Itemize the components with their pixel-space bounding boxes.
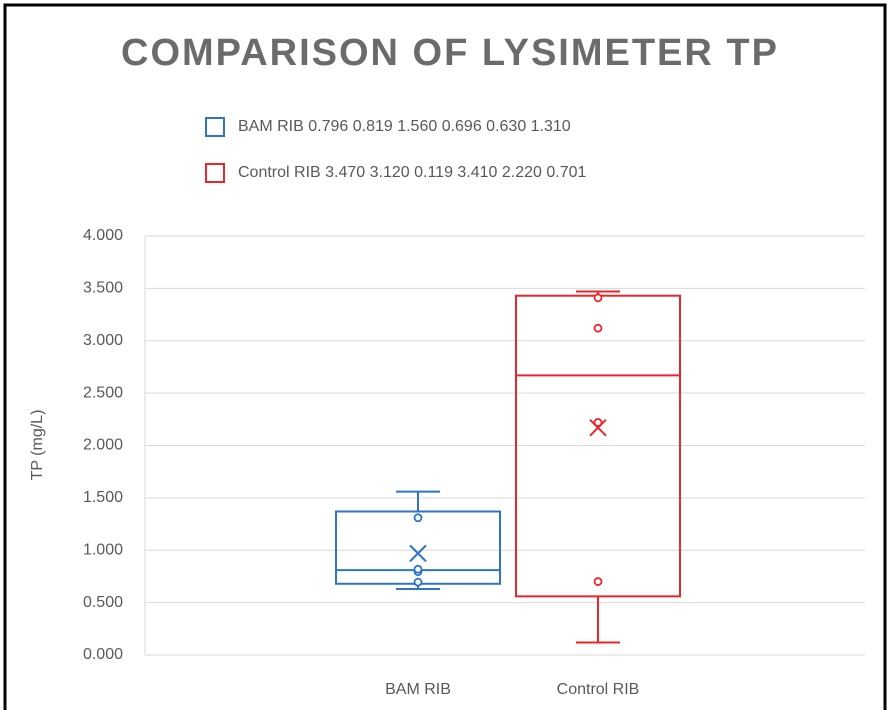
data-point <box>413 564 423 574</box>
data-point <box>593 577 603 586</box>
y-tick-label: 3.000 <box>83 332 123 349</box>
y-tick-label: 2.500 <box>83 384 123 401</box>
data-point <box>413 513 423 523</box>
y-tick-label: 1.500 <box>83 489 123 506</box>
data-point <box>413 577 423 587</box>
legend-swatch <box>205 117 225 137</box>
y-tick-label: 4.000 <box>83 227 123 244</box>
y-tick-label: 1.000 <box>83 541 123 558</box>
mean-marker <box>589 418 607 437</box>
x-tick-label: Control RIB <box>557 681 640 698</box>
x-tick-label: BAM RIB <box>385 681 451 698</box>
y-tick-label: 0.000 <box>83 646 123 663</box>
y-tick-label: 3.500 <box>83 280 123 297</box>
data-point <box>593 293 603 303</box>
legend-swatch <box>205 163 225 183</box>
data-point <box>593 418 603 427</box>
y-tick-label: 2.000 <box>83 437 123 454</box>
y-axis-label: TP (mg/L) <box>29 410 46 481</box>
y-tick-label: 0.500 <box>83 594 123 611</box>
chart-title: COMPARISON OF LYSIMETER TP <box>121 32 779 74</box>
data-point <box>593 323 603 333</box>
chart-frame <box>3 3 887 710</box>
legend-label: Control RIB 3.470 3.120 0.119 3.410 2.22… <box>238 164 587 181</box>
mean-marker <box>409 544 427 563</box>
legend-label: BAM RIB 0.796 0.819 1.560 0.696 0.630 1.… <box>238 118 571 135</box>
